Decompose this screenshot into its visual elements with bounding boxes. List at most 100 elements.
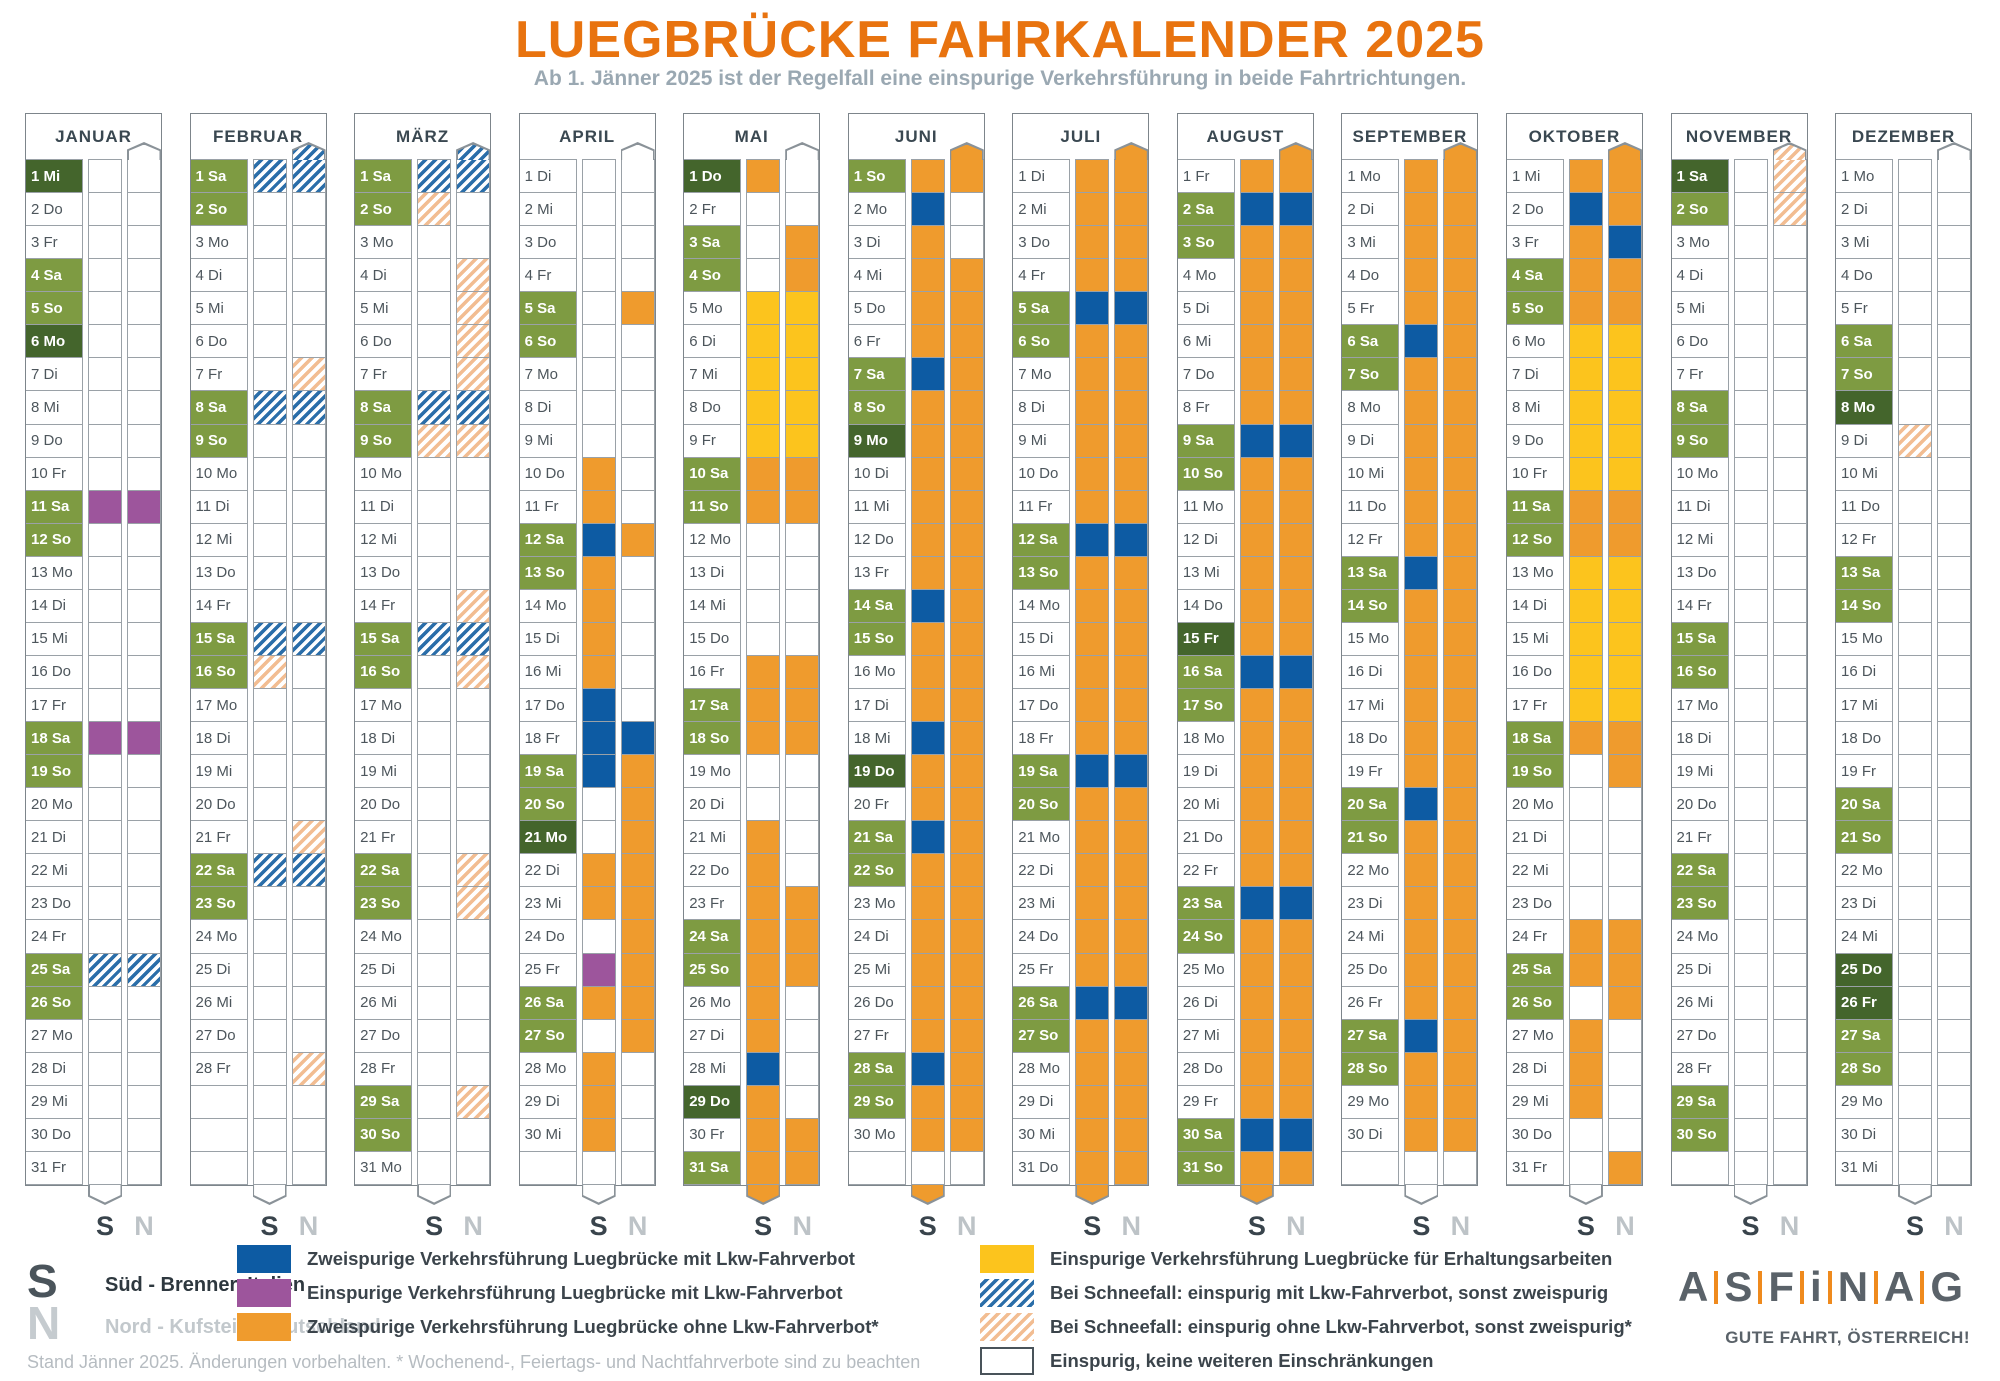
day-label: 23 Di [1836, 887, 1893, 921]
arrow-down-icon [252, 1185, 287, 1205]
cell-n [621, 193, 654, 227]
day-label: 15 Mo [1836, 623, 1893, 656]
logo-letter: S [1724, 1263, 1753, 1310]
arrow-up-icon [1772, 142, 1807, 160]
cell-n [950, 193, 983, 227]
cell-n [457, 457, 490, 491]
day-label: 10 Mo [190, 458, 247, 491]
month-title: OKTOBER [1528, 126, 1621, 146]
day-label: 28 Fr [1671, 1053, 1728, 1086]
day-label-column: 1 Sa 2 So 3 Mo 4 Di 5 Mi 6 Do 7 Fr 8 Sa 9 So 10 M… [1671, 159, 1729, 1185]
arrow-up-icon [620, 142, 655, 160]
cell-s [1899, 622, 1932, 656]
cell-s [418, 755, 451, 789]
cell-s [747, 1019, 780, 1053]
day-label: 12 Sa [519, 523, 576, 557]
month-title: MAI [734, 126, 769, 146]
legend-swatch-b [237, 1245, 291, 1273]
day-label: 24 Fr [26, 920, 82, 954]
day-label: 10 Sa [684, 457, 741, 491]
day-label: 8 Di [1013, 391, 1070, 425]
day-label: 30 Mi [1013, 1119, 1070, 1152]
cell-n [1608, 358, 1641, 392]
cell-s [1899, 953, 1932, 987]
cell-s [1405, 391, 1438, 425]
cell-s [1405, 523, 1438, 557]
day-label: 21 So [1836, 821, 1893, 855]
cell-n [786, 391, 819, 425]
day-label [520, 1152, 576, 1184]
cell-s [253, 226, 286, 260]
day-label: 26 Sa [1013, 986, 1070, 1020]
day-label: 9 So [1671, 424, 1728, 458]
day-label: 12 So [1506, 523, 1563, 557]
cell-s [1734, 523, 1767, 557]
cell-n [1608, 854, 1641, 888]
cell-n [1938, 854, 1971, 888]
day-label: 27 So [519, 1019, 576, 1053]
cell-s [911, 854, 944, 888]
day-label: 17 Mo [190, 689, 247, 723]
day-label: 28 Mo [519, 1053, 576, 1086]
cell-n [1773, 887, 1806, 921]
cell-s [418, 391, 451, 425]
cell-s [1405, 755, 1438, 789]
day-label: 18 Mo [1177, 722, 1234, 756]
logo-letter: A [1678, 1263, 1709, 1310]
cell-s [747, 1052, 780, 1086]
cell-s [1240, 887, 1273, 921]
cell-n [457, 722, 490, 756]
cell-s [1734, 424, 1767, 458]
cell-n [128, 755, 160, 789]
cell-s [253, 722, 286, 756]
day-label: 10 Do [519, 458, 576, 491]
day-label: 21 Di [26, 821, 82, 855]
day-label: 13 Mo [1506, 557, 1563, 590]
cell-n [1608, 556, 1641, 590]
cell-n [786, 854, 819, 888]
day-label: 18 Di [190, 722, 247, 756]
cell-s [89, 920, 121, 954]
column-letter-n: N [792, 1211, 812, 1241]
cell-n [1444, 226, 1477, 260]
cell-n [292, 523, 325, 557]
day-label: 19 Mi [1671, 755, 1728, 789]
cell-n [457, 1019, 490, 1053]
day-label: 23 Sa [1177, 887, 1234, 921]
cell-n [1773, 325, 1806, 359]
traffic-column-nord [1114, 159, 1149, 1185]
cell-s [418, 722, 451, 756]
cell-s [1240, 391, 1273, 425]
cell-s [1405, 1118, 1438, 1152]
cell-s [1569, 325, 1602, 359]
legend-label: Bei Schneefall: einspurig ohne Lkw-Fahrv… [1050, 1316, 1632, 1337]
day-label: 30 So [355, 1118, 412, 1152]
cell-s [418, 325, 451, 359]
cell-n [621, 523, 654, 557]
day-label-column: 1 Mo 2 Di 3 Mi 4 Do 5 Fr 6 Sa 7 So 8 Mo 9 Di 10 M… [1836, 159, 1894, 1185]
cell-s [89, 1118, 121, 1152]
cell-s [418, 292, 451, 326]
day-label: 26 Do [848, 987, 905, 1020]
cell-n [292, 821, 325, 855]
day-label: 6 Mi [1177, 325, 1234, 359]
cell-s [582, 457, 615, 491]
cell-s [253, 986, 286, 1020]
arrow-down-icon [1568, 1185, 1603, 1205]
day-label: 20 Do [355, 788, 412, 822]
cell-s [911, 655, 944, 689]
traffic-column-nord [785, 159, 820, 1185]
cell-n [621, 953, 654, 987]
day-label: 23 So [355, 887, 412, 921]
day-label: 12 Do [848, 524, 905, 557]
cell-s [911, 755, 944, 789]
cell-n [292, 854, 325, 888]
cell-s [1899, 490, 1932, 524]
cell-s [1569, 259, 1602, 293]
column-letter-s: S [1576, 1211, 1595, 1241]
cell-s [1899, 457, 1932, 491]
cell-n [1938, 490, 1971, 524]
cell-n [1115, 920, 1148, 954]
cell-n [1115, 1052, 1148, 1086]
day-label-column: 1 Do 2 Fr 3 Sa 4 So 5 Mo 6 Di 7 Mi 8 Do 9 Fr 10 S… [684, 159, 742, 1185]
